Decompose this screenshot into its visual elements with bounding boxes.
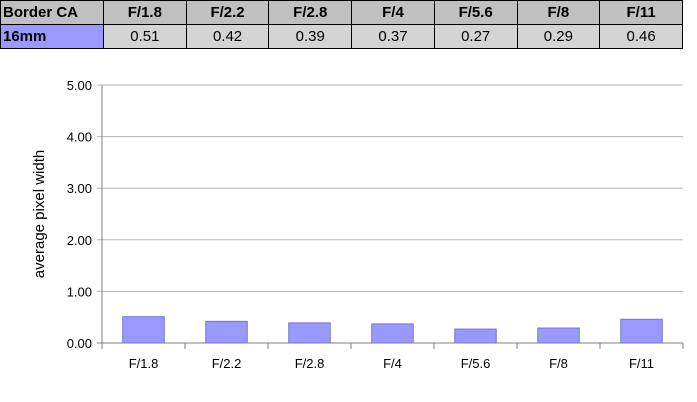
table-cell: 0.29 [516,24,601,49]
x-tick-label: F/1.8 [129,356,159,371]
table-cell: 0.39 [268,24,353,49]
y-tick-label: 1.00 [67,284,92,299]
y-axis-label: average pixel width [31,150,48,278]
row-label: 16mm [0,24,104,49]
bar [371,323,414,344]
y-tick-label: 2.00 [67,233,92,248]
x-tick-label: F/2.2 [212,356,242,371]
x-tick-label: F/5.6 [461,356,491,371]
x-tick-label: F/11 [629,356,654,371]
table-cell: 0.37 [351,24,435,49]
bar [620,318,663,344]
y-tick-label: 3.00 [67,181,92,196]
y-tick-label: 4.00 [67,130,92,145]
column-header: F/11 [599,0,683,25]
column-header: F/1.8 [103,0,187,25]
x-tick-labels: F/1.8 F/2.2 F/2.8 F/4 F/5.6 F/8 F/11 [129,356,654,371]
bar [537,327,580,344]
gridlines [97,84,684,349]
bar [122,316,165,344]
column-header: F/8 [516,0,601,25]
table-cell: 0.42 [185,24,270,49]
column-header: F/5.6 [433,0,518,25]
bar [454,328,497,344]
bars [122,316,663,344]
table-cell: 0.46 [599,24,683,49]
table-corner-label: Border CA [0,0,104,25]
table-cell: 0.51 [103,24,187,49]
table-header-row: Border CA F/1.8 F/2.2 F/2.8 F/4 F/5.6 F/… [0,0,683,25]
y-tick-label: 5.00 [67,78,92,93]
x-tick-label: F/4 [383,356,402,371]
y-tick-label: 0.00 [67,336,92,351]
bar [288,322,331,344]
bar [205,320,248,344]
table-cell: 0.27 [433,24,518,49]
border-ca-bar-chart: 0.00 1.00 2.00 3.00 4.00 5.00 F/1.8 F/2.2 F/2.8… [31,78,684,371]
column-header: F/2.8 [268,0,353,25]
border-ca-table: Border CA F/1.8 F/2.2 F/2.8 F/4 F/5.6 F/… [0,0,683,49]
x-tick-label: F/2.8 [295,356,325,371]
x-tick-label: F/8 [549,356,568,371]
y-tick-labels: 0.00 1.00 2.00 3.00 4.00 5.00 [67,78,92,351]
column-header: F/4 [351,0,435,25]
column-header: F/2.2 [185,0,270,25]
table-row: 16mm 0.51 0.42 0.39 0.37 0.27 0.29 0.46 [0,24,683,49]
